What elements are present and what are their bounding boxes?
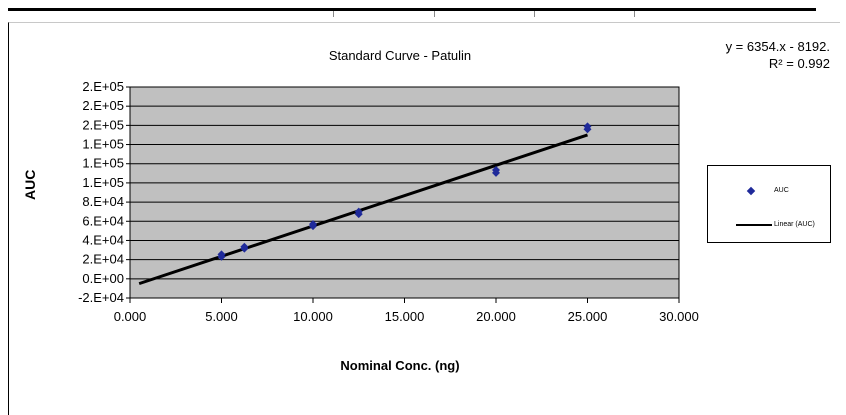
r-squared-text: R² = 0.992: [768, 56, 830, 71]
data-point: [492, 165, 500, 174]
y-tick-label: 0.E+00: [82, 271, 124, 286]
trendline-equation: y = 6354.x - 8192. R² = 0.992: [700, 38, 830, 72]
legend-label: Linear (AUC): [774, 221, 815, 228]
data-point: [240, 242, 249, 251]
chart-frame: [8, 22, 840, 415]
y-tick-label: 6.E+04: [82, 213, 124, 228]
legend-entry-linear: Linear (AUC): [708, 218, 832, 232]
x-axis-label: Nominal Conc. (ng): [340, 358, 460, 373]
x-tick-label: 0.000: [114, 309, 147, 324]
y-tick-label: 1.E+05: [82, 156, 124, 171]
x-tick-label: 5.000: [205, 309, 238, 324]
chart-title: Standard Curve - Patulin: [328, 48, 472, 63]
top-rule-tick: [434, 11, 435, 17]
data-point: [583, 122, 592, 131]
y-tick-label: 2.E+05: [82, 98, 124, 113]
x-tick-label: 20.000: [476, 309, 516, 324]
y-tick-label: 1.E+05: [82, 137, 124, 152]
x-tick-label: 10.000: [293, 309, 333, 324]
data-point: [354, 207, 363, 216]
legend-label: AUC: [774, 187, 789, 194]
data-point: [217, 250, 226, 259]
y-tick-label: -2.E+04: [78, 290, 124, 305]
equation-text: y = 6354.x - 8192.: [725, 39, 830, 54]
top-rule-tick: [534, 11, 535, 17]
y-tick-label: 2.E+04: [82, 252, 124, 267]
top-rule-tick: [634, 11, 635, 17]
data-point: [309, 220, 317, 229]
y-tick-label: 8.E+04: [82, 194, 124, 209]
x-tick-label: 30.000: [659, 309, 699, 324]
top-rule-tick: [333, 11, 334, 17]
y-tick-label: 4.E+04: [82, 232, 124, 247]
y-tick-label: 2.E+05: [82, 79, 124, 94]
y-tick-label: 1.E+05: [82, 175, 124, 190]
line-swatch-icon: [736, 224, 772, 226]
trendline: [138, 133, 588, 286]
x-tick-label: 25.000: [568, 309, 608, 324]
legend: AUC Linear (AUC): [707, 165, 831, 243]
legend-entry-auc: AUC: [708, 184, 832, 198]
y-tick-label: 2.E+05: [82, 117, 124, 132]
plot-background: [129, 86, 680, 299]
x-tick-label: 15.000: [385, 309, 425, 324]
y-axis-label: AUC: [22, 169, 38, 200]
diamond-marker-icon: [746, 186, 756, 196]
top-rule: [8, 8, 816, 11]
